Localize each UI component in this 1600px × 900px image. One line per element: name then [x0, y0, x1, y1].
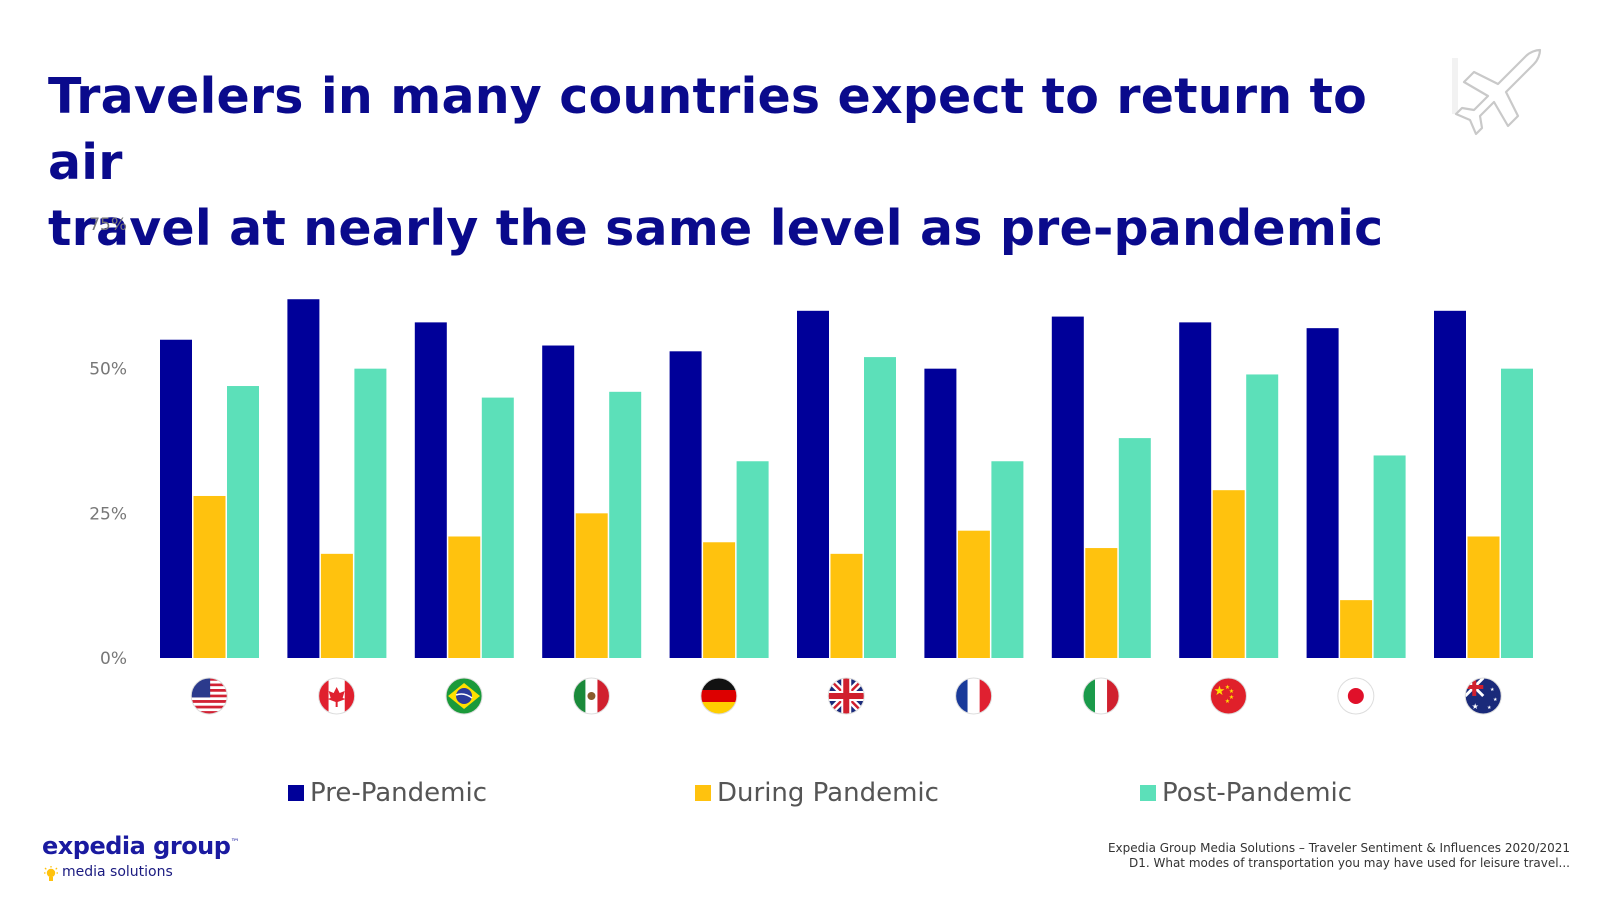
svg-text:★: ★ — [1225, 698, 1230, 705]
bar-during-pandemic — [193, 495, 226, 658]
y-tick-label: 50% — [89, 360, 127, 380]
bar-pre-pandemic — [414, 322, 447, 658]
bar-during-pandemic — [1085, 548, 1118, 658]
bar-post-pandemic — [1501, 368, 1533, 658]
y-tick-label: 25% — [89, 504, 127, 524]
legend-label-during-pandemic: During Pandemic — [717, 778, 939, 808]
bar-group — [160, 299, 1533, 658]
legend-item-during-pandemic: During Pandemic — [695, 778, 939, 808]
bar-during-pandemic — [1212, 490, 1245, 658]
bar-pre-pandemic — [160, 339, 192, 658]
flag-united-kingdom-icon — [827, 677, 865, 715]
bar-during-pandemic — [448, 536, 481, 658]
bar-pre-pandemic — [797, 310, 829, 658]
flag-canada-icon — [318, 677, 356, 715]
bar-pre-pandemic — [1434, 310, 1466, 658]
logo-name: expedia group — [42, 832, 231, 860]
bar-during-pandemic — [1340, 600, 1373, 658]
bar-post-pandemic — [736, 461, 769, 658]
y-axis-ticks: 0% 25% 50% 75% — [89, 215, 127, 669]
bar-during-pandemic — [703, 542, 736, 658]
bar-post-pandemic — [354, 368, 387, 658]
source-line-1: Expedia Group Media Solutions – Traveler… — [1107, 841, 1570, 855]
bar-post-pandemic — [1118, 438, 1151, 658]
airplane-icon — [1452, 48, 1542, 136]
svg-text:★: ★ — [1229, 688, 1234, 695]
source-line-2: D1. What modes of transportation you may… — [1128, 856, 1570, 870]
flag-germany-icon — [700, 677, 738, 715]
svg-text:★: ★ — [1490, 687, 1495, 693]
flag-mexico-icon — [572, 677, 610, 715]
svg-text:★: ★ — [1225, 684, 1230, 691]
svg-text:★: ★ — [1487, 705, 1492, 711]
flag-japan-icon — [1337, 677, 1375, 715]
bar-post-pandemic — [864, 357, 896, 658]
svg-text:★: ★ — [1214, 684, 1226, 699]
flag-china-icon: ★ ★★★★ — [1209, 677, 1247, 715]
bar-pre-pandemic — [287, 299, 320, 658]
flag-australia-icon: ★★★★ — [1464, 677, 1502, 715]
flag-italy-icon — [1082, 677, 1120, 715]
bar-pre-pandemic — [542, 345, 575, 658]
bar-pre-pandemic — [1306, 328, 1339, 658]
bar-post-pandemic — [1246, 374, 1279, 658]
source-note: Expedia Group Media Solutions – Traveler… — [1108, 841, 1570, 871]
legend-swatch-during-pandemic — [695, 785, 711, 801]
legend-item-post-pandemic: Post-Pandemic — [1140, 778, 1352, 808]
logo-wordmark: expedia group™ — [42, 832, 239, 860]
bar-pre-pandemic — [1051, 316, 1084, 658]
bar-during-pandemic — [830, 553, 863, 658]
bar-during-pandemic — [957, 530, 990, 658]
bar-post-pandemic — [609, 391, 642, 658]
bar-during-pandemic — [1467, 536, 1500, 658]
legend-item-pre-pandemic: Pre-Pandemic — [288, 778, 487, 808]
svg-text:★: ★ — [1472, 702, 1479, 711]
flag-brazil-icon — [445, 677, 483, 715]
page-title: Travelers in many countries expect to re… — [48, 64, 1388, 262]
legend-label-post-pandemic: Post-Pandemic — [1162, 778, 1353, 808]
legend-swatch-post-pandemic — [1140, 785, 1156, 801]
bar-post-pandemic — [481, 397, 514, 658]
bar-pre-pandemic — [924, 368, 957, 658]
logo-subtitle: media solutions — [62, 864, 173, 880]
title-line-1: Travelers in many countries expect to re… — [48, 68, 1368, 191]
bar-during-pandemic — [320, 553, 353, 658]
y-tick-label: 0% — [100, 649, 127, 669]
title-line-2: travel at nearly the same level as pre-p… — [48, 200, 1384, 257]
svg-text:★: ★ — [1493, 697, 1498, 703]
logo-trademark: ™ — [230, 838, 239, 848]
svg-text:★: ★ — [1229, 694, 1234, 701]
bar-post-pandemic — [991, 461, 1024, 658]
bar-pre-pandemic — [669, 351, 702, 658]
bar-post-pandemic — [1373, 455, 1406, 658]
flag-united-states-icon — [190, 677, 228, 715]
bar-post-pandemic — [227, 386, 259, 658]
legend-label-pre-pandemic: Pre-Pandemic — [310, 778, 487, 808]
expedia-group-logo: expedia group™ media solutions — [30, 828, 250, 890]
flag-france-icon — [955, 677, 993, 715]
y-tick-label: 75% — [89, 215, 127, 235]
lightbulb-icon — [44, 866, 58, 881]
bar-pre-pandemic — [1179, 322, 1212, 658]
bar-during-pandemic — [575, 513, 608, 658]
legend-swatch-pre-pandemic — [288, 785, 304, 801]
category-flags: ★ ★★★★★★★★ — [190, 677, 1502, 715]
